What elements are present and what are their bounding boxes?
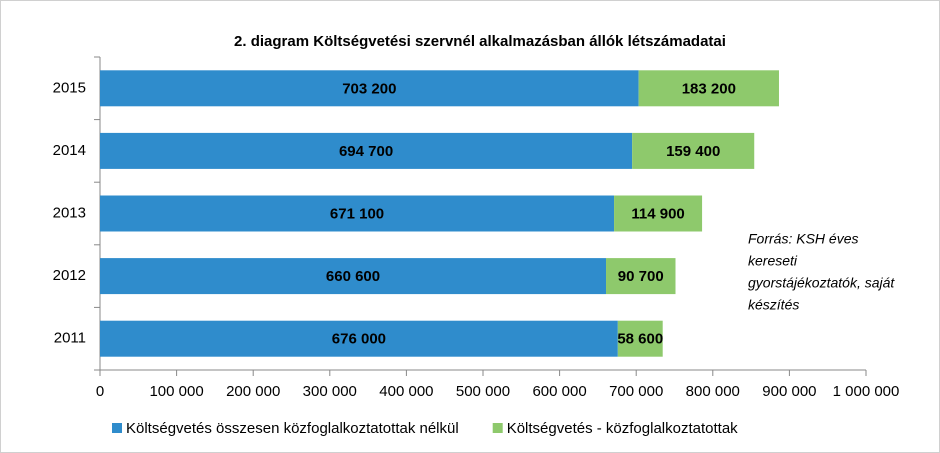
x-tick-label: 500 000 — [456, 383, 510, 400]
y-tick-label: 2013 — [53, 204, 86, 221]
data-label: 671 100 — [330, 205, 384, 222]
bar-segment — [100, 70, 639, 107]
x-tick-label: 700 000 — [609, 383, 663, 400]
annotation: kereseti — [748, 253, 798, 269]
chart-title: 2. diagram Költségvetési szervnél alkalm… — [234, 33, 726, 50]
bar-segment — [100, 195, 615, 232]
bar-segment — [617, 320, 663, 357]
x-tick-label: 900 000 — [762, 383, 816, 400]
x-tick-label: 800 000 — [686, 383, 740, 400]
y-tick-label: 2015 — [53, 79, 86, 96]
y-tick-label: 2014 — [53, 142, 86, 159]
bar-segment — [100, 320, 618, 357]
x-tick-label: 1 000 000 — [833, 383, 900, 400]
data-label: 159 400 — [666, 143, 720, 160]
bar-segment — [100, 132, 633, 169]
x-tick-label: 600 000 — [532, 383, 586, 400]
legend-label: Költségvetés - közfoglalkoztatottak — [507, 420, 738, 437]
x-tick-label: 200 000 — [226, 383, 280, 400]
legend-label: Költségvetés összesen közfoglalkoztatott… — [126, 420, 459, 437]
data-label: 660 600 — [326, 268, 380, 285]
data-label: 114 900 — [631, 205, 684, 222]
data-label: 703 200 — [342, 80, 396, 97]
y-tick-label: 2011 — [54, 330, 86, 347]
y-tick-label: 2012 — [53, 267, 86, 284]
legend-swatch — [112, 423, 122, 433]
annotation: gyorstájékoztatók, saját — [748, 275, 895, 291]
bar-segment — [614, 195, 703, 232]
x-tick-label: 300 000 — [303, 383, 357, 400]
x-tick-label: 0 — [96, 383, 104, 400]
data-label: 183 200 — [682, 80, 736, 97]
legend-swatch — [492, 423, 503, 433]
bar-segment — [632, 132, 755, 169]
data-label: 90 700 — [618, 268, 664, 285]
bar-segment — [100, 258, 607, 295]
data-label: 58 600 — [617, 331, 663, 348]
bar-segment — [638, 70, 779, 107]
x-tick-label: 100 000 — [149, 383, 203, 400]
annotation: készítés — [748, 297, 799, 313]
x-tick-label: 400 000 — [379, 383, 433, 400]
data-label: 676 000 — [332, 331, 386, 348]
bar-segment — [606, 258, 676, 295]
annotation: Forrás: KSH éves — [748, 231, 858, 247]
data-label: 694 700 — [339, 143, 393, 160]
